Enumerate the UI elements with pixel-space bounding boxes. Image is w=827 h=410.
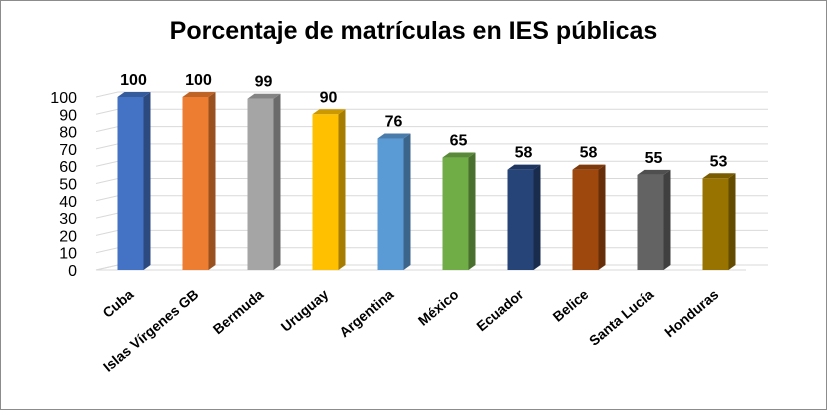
data-label: 100 — [185, 72, 212, 89]
y-tick-label: 60 — [59, 159, 77, 176]
data-label: 58 — [515, 145, 533, 162]
y-tick-label: 90 — [59, 107, 77, 124]
bar-front — [572, 169, 599, 270]
category-label: Santa Lucía — [586, 286, 657, 349]
bar-top — [702, 173, 736, 179]
bar-side — [403, 133, 411, 270]
bar-front — [247, 98, 274, 270]
bar — [247, 93, 281, 270]
bar-top — [572, 164, 606, 170]
bar-front — [637, 174, 664, 270]
y-tick-label: 10 — [59, 246, 77, 263]
data-label: 100 — [120, 72, 147, 89]
data-label: 76 — [385, 114, 403, 131]
gridline-side — [95, 212, 119, 219]
bar — [442, 152, 476, 270]
bar-side — [533, 164, 541, 270]
bar-side — [338, 109, 346, 270]
data-label: 58 — [580, 145, 598, 162]
bar — [637, 169, 671, 270]
bar — [507, 164, 541, 270]
bar-side — [208, 92, 216, 270]
gridline-side — [95, 178, 119, 184]
data-label: 99 — [255, 74, 273, 91]
bar-side — [728, 173, 736, 270]
data-label: 55 — [645, 150, 663, 167]
bar-top — [312, 109, 346, 115]
bar-top — [637, 169, 671, 175]
bar — [117, 92, 151, 270]
gridline-side — [95, 264, 119, 271]
y-tick-label: 40 — [59, 194, 77, 211]
y-tick-label: 50 — [59, 177, 77, 194]
bar-front — [377, 138, 404, 270]
y-tick-label: 0 — [68, 263, 77, 280]
category-label: Belice — [550, 286, 592, 325]
bar-front — [442, 157, 469, 270]
bar — [572, 164, 606, 270]
bar-side — [143, 92, 151, 270]
data-label: 90 — [320, 89, 338, 106]
y-tick-label: 70 — [59, 142, 77, 159]
bars — [117, 92, 736, 270]
bar-side — [468, 152, 476, 270]
y-tick-label: 80 — [59, 125, 77, 142]
bar-side — [663, 169, 671, 270]
bar-front — [117, 97, 144, 270]
bar-front — [507, 169, 534, 270]
category-label: Argentina — [336, 286, 397, 340]
category-label: Bermuda — [210, 286, 267, 337]
y-tick-label: 100 — [50, 90, 77, 107]
y-tick-label: 20 — [59, 228, 77, 245]
gridline-side — [95, 126, 119, 133]
category-label: Honduras — [661, 286, 722, 340]
gridline-side — [95, 160, 119, 167]
bar-top — [117, 92, 151, 97]
gridline-side — [95, 229, 119, 236]
bar-top — [377, 133, 411, 139]
bar-front — [312, 114, 339, 270]
chart-title: Porcentaje de matrículas en IES públicas — [169, 17, 658, 45]
bar — [702, 173, 736, 270]
gridline-side — [95, 108, 119, 115]
bar-top — [442, 152, 476, 158]
bar-side — [273, 93, 281, 270]
bar-top — [182, 92, 216, 97]
bar-top — [247, 93, 281, 99]
bar-top — [507, 164, 541, 170]
y-tick-label: 30 — [59, 211, 77, 228]
category-label: Ecuador — [473, 286, 527, 335]
data-label: 65 — [450, 133, 468, 150]
category-label: México — [415, 286, 462, 329]
bar-front — [182, 97, 209, 270]
category-label: Cuba — [99, 286, 136, 321]
bar — [377, 133, 411, 270]
gridline-side — [95, 247, 119, 254]
bar — [312, 109, 346, 270]
bar-side — [598, 164, 606, 270]
bar-front — [702, 178, 729, 270]
gridline-side — [95, 143, 119, 150]
data-label: 53 — [710, 153, 728, 170]
bar — [182, 92, 216, 270]
category-label: Uruguay — [278, 286, 332, 335]
gridline-side — [95, 91, 119, 98]
gridline-side — [95, 195, 119, 202]
